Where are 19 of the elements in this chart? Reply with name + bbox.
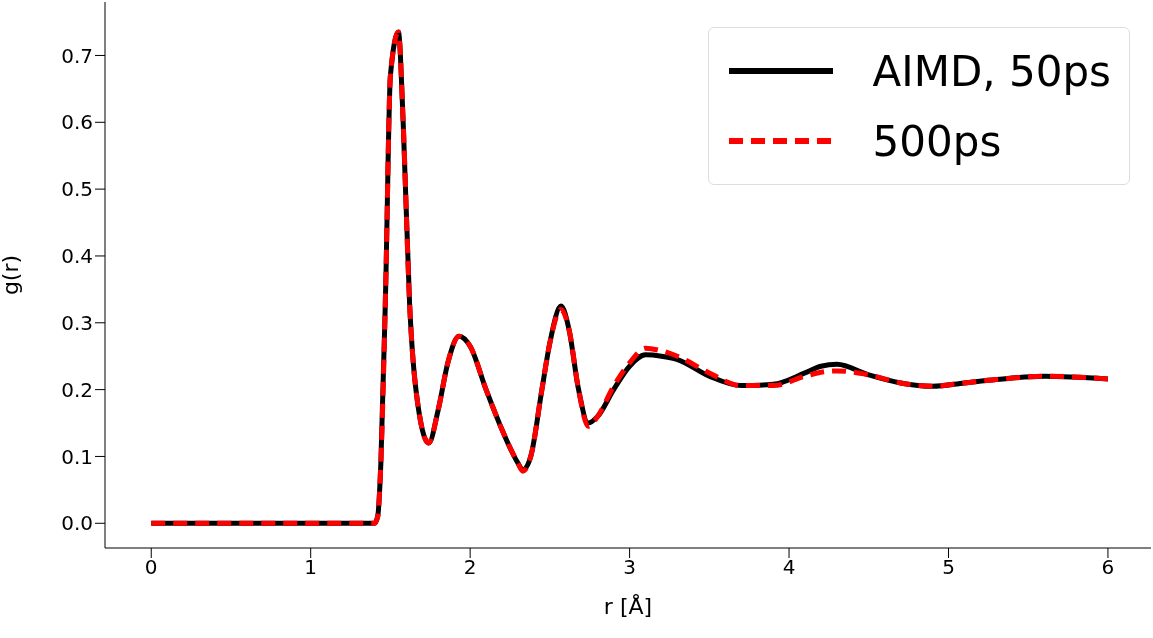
x-tick-label: 0 [144,555,158,580]
x-tick-label: 4 [782,555,796,580]
x-axis-title: r [Å] [603,593,653,619]
y-tick-label: 0.4 [61,244,93,269]
y-tick-label: 0.3 [61,310,93,335]
legend-label: 500ps [872,116,1002,166]
x-tick-label: 6 [1101,555,1115,580]
x-tick-label: 3 [623,555,636,580]
x-tick-label: 5 [942,555,955,580]
y-tick-label: 0.1 [61,444,93,469]
x-tick-label: 1 [304,555,318,580]
y-tick-label: 0.0 [61,511,93,536]
y-axis-title: g(r) [0,254,23,296]
x-tick-label: 2 [463,555,477,580]
y-tick-label: 0.7 [61,43,93,68]
y-tick-label: 0.2 [61,377,93,402]
legend-label: AIMD, 50ps [872,46,1111,96]
y-tick-label: 0.6 [61,110,93,135]
y-tick-label: 0.5 [61,177,93,202]
